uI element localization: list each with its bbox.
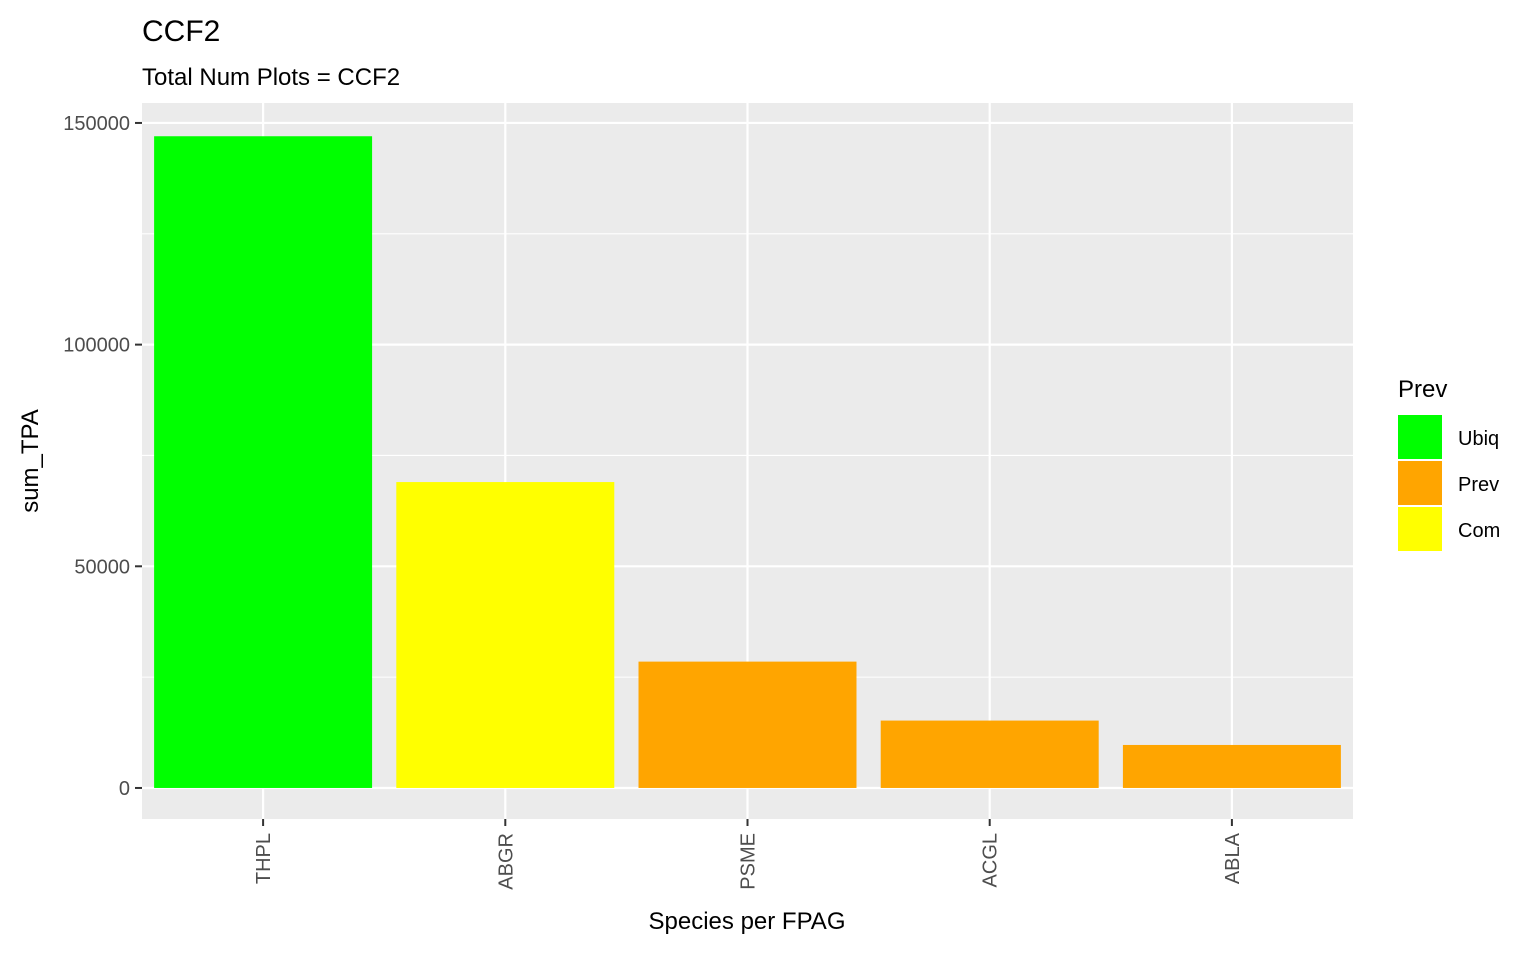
legend-key-com [1398, 507, 1442, 551]
x-axis-label: Species per FPAG [649, 908, 846, 935]
bar-abgr [396, 482, 615, 788]
y-tick-label: 0 [119, 778, 130, 800]
x-tick-label: THPL [253, 833, 275, 884]
y-tick-label: 150000 [63, 113, 130, 135]
x-tick-label: ABLA [1222, 832, 1244, 884]
bars [154, 136, 1341, 788]
y-tick-label: 50000 [74, 556, 130, 578]
legend-label: Ubiq [1458, 428, 1499, 450]
y-axis: 0 50000 100000 150000 [63, 113, 142, 800]
y-tick-label: 100000 [63, 335, 130, 357]
bar-acgl [880, 720, 1099, 788]
bar-psme [638, 661, 857, 788]
y-axis-label: sum_TPA [17, 409, 44, 513]
bar-abla [1122, 744, 1341, 788]
legend: Prev Ubiq Prev Com [1398, 376, 1500, 551]
legend-key-prev [1398, 461, 1442, 505]
x-tick-label: PSME [738, 833, 760, 890]
x-tick-label: ABGR [495, 833, 517, 890]
chart-subtitle: Total Num Plots = CCF2 [142, 64, 400, 91]
chart-title: CCF2 [142, 15, 220, 48]
legend-label: Prev [1458, 474, 1499, 496]
x-axis: THPL ABGR PSME ACGL ABLA [253, 819, 1244, 890]
x-tick-label: ACGL [980, 833, 1002, 887]
legend-key-ubiq [1398, 415, 1442, 459]
bar-thpl [154, 136, 373, 788]
legend-label: Com [1458, 520, 1500, 542]
legend-title: Prev [1398, 376, 1447, 403]
